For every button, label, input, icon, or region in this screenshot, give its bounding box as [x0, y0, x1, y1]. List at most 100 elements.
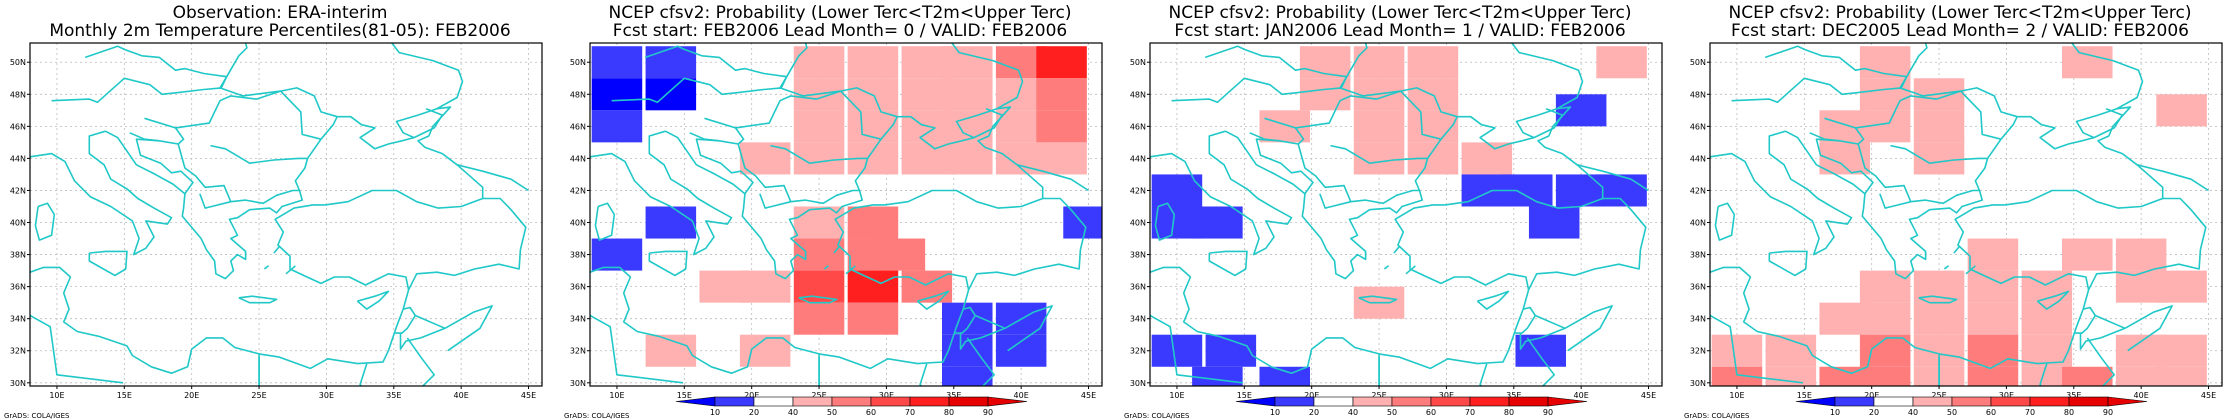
coastline	[1815, 138, 1874, 195]
y-tick-label: 36N	[1690, 283, 1706, 292]
x-tick-label: 40E	[1014, 391, 1029, 400]
colorbar-segment	[870, 396, 911, 407]
probability-cell	[645, 78, 697, 111]
coastline	[1731, 76, 1908, 104]
probability-cell	[1555, 94, 1607, 127]
colorbar-segment	[1834, 396, 1875, 407]
coastline	[285, 265, 296, 275]
coastline	[1294, 127, 1352, 209]
probability-cell	[942, 142, 993, 175]
y-tick-label: 34N	[1690, 315, 1706, 324]
panel-title-line1: NCEP cfsv2: Probability (Lower Terc<T2m<…	[1728, 3, 2192, 23]
y-tick-label: 30N	[1690, 379, 1706, 388]
x-tick-label: 35E	[2066, 391, 2081, 400]
coastline	[356, 290, 390, 310]
colorbar-label: 80	[2064, 408, 2074, 417]
probability-cell	[847, 302, 899, 335]
probability-cell	[2115, 238, 2167, 271]
coastline	[1383, 265, 1389, 270]
probability-cell	[591, 78, 643, 111]
probability-cell	[1353, 46, 1405, 79]
coastline	[1534, 305, 1613, 352]
probability-cell	[2156, 334, 2207, 367]
probability-cell	[1596, 174, 1647, 207]
colorbar-segment	[2029, 396, 2070, 407]
panel-title-line1: Observation: ERA-interim	[172, 3, 388, 23]
colorbar-segment	[831, 396, 872, 407]
coastline	[263, 265, 269, 270]
x-tick-label: 20E	[744, 391, 759, 400]
coastline	[1899, 76, 2018, 118]
y-tick-label: 36N	[10, 283, 26, 292]
colorbar-segment	[792, 396, 833, 407]
x-tick-label: 15E	[677, 391, 692, 400]
colorbar-segment	[1873, 396, 1914, 407]
colorbar-label: 80	[1504, 408, 1514, 417]
x-tick-label: 30E	[879, 391, 894, 400]
coastline	[1154, 202, 1176, 241]
panel-title-line2: Fcst start: FEB2006 Lead Month= 0 / VALI…	[612, 21, 1068, 41]
coastline	[2070, 43, 2144, 110]
probability-cell	[847, 78, 899, 111]
colorbar-label: 40	[788, 408, 798, 417]
coastline	[959, 327, 1006, 350]
coastline	[973, 107, 1004, 139]
probability-cell	[2062, 238, 2113, 271]
probability-cell	[1036, 78, 1087, 111]
coastline	[1910, 189, 1980, 205]
coastline	[413, 107, 444, 139]
colorbar-segment	[1469, 396, 1510, 407]
y-tick-label: 32N	[570, 347, 586, 356]
probability-cell	[847, 270, 899, 303]
colorbar-label: 70	[2025, 408, 2035, 417]
probability-cells	[1151, 46, 1647, 386]
coastline	[648, 250, 688, 277]
colorbar-segment	[1313, 396, 1354, 407]
coastline	[916, 290, 950, 310]
x-tick-label: 25E	[1371, 391, 1386, 400]
coastline	[1710, 130, 1853, 256]
coastline	[1533, 107, 1564, 139]
y-tick-label: 42N	[10, 186, 26, 195]
probability-cell	[591, 46, 643, 79]
coastlines	[1150, 43, 1649, 386]
coastline	[1764, 43, 1928, 78]
coastline	[798, 295, 838, 304]
colorbar-segment	[1990, 396, 2031, 407]
coastline	[238, 295, 278, 304]
probability-cell	[2062, 46, 2113, 79]
probability-cell	[1967, 302, 2019, 335]
coastline	[1358, 295, 1398, 304]
probability-cell	[645, 206, 697, 239]
map-frame	[1709, 42, 2223, 387]
probability-cell	[645, 46, 697, 79]
probability-cell	[847, 46, 899, 79]
colorbar-label: 80	[944, 408, 954, 417]
y-tick-label: 48N	[1130, 90, 1146, 99]
colorbar-segment	[1912, 396, 1953, 407]
coastline	[833, 246, 840, 254]
y-tick-label: 50N	[570, 58, 586, 67]
coastline	[1854, 127, 1912, 209]
coastline	[1925, 43, 1928, 44]
map-grid	[30, 43, 542, 386]
coastline	[1890, 144, 1988, 164]
y-tick-label: 34N	[10, 315, 26, 324]
colorbar-label: 90	[1543, 408, 1553, 417]
colorbar-segment	[1352, 396, 1393, 407]
probability-cell	[2062, 366, 2113, 386]
probability-cell	[1967, 238, 2019, 271]
y-tick-label: 48N	[10, 90, 26, 99]
coastline	[174, 127, 232, 209]
probability-cell	[1192, 206, 1243, 239]
probability-cell	[1711, 334, 1763, 367]
coastline	[1339, 76, 1458, 118]
x-tick-label: 15E	[117, 391, 132, 400]
y-tick-label: 36N	[1130, 283, 1146, 292]
colorbar-segment	[2107, 396, 2148, 407]
y-tick-label: 34N	[570, 315, 586, 324]
coastline	[1016, 164, 1089, 192]
colorbar-label: 40	[1908, 408, 1918, 417]
coastline	[2087, 197, 2207, 291]
coastline	[2094, 305, 2173, 352]
